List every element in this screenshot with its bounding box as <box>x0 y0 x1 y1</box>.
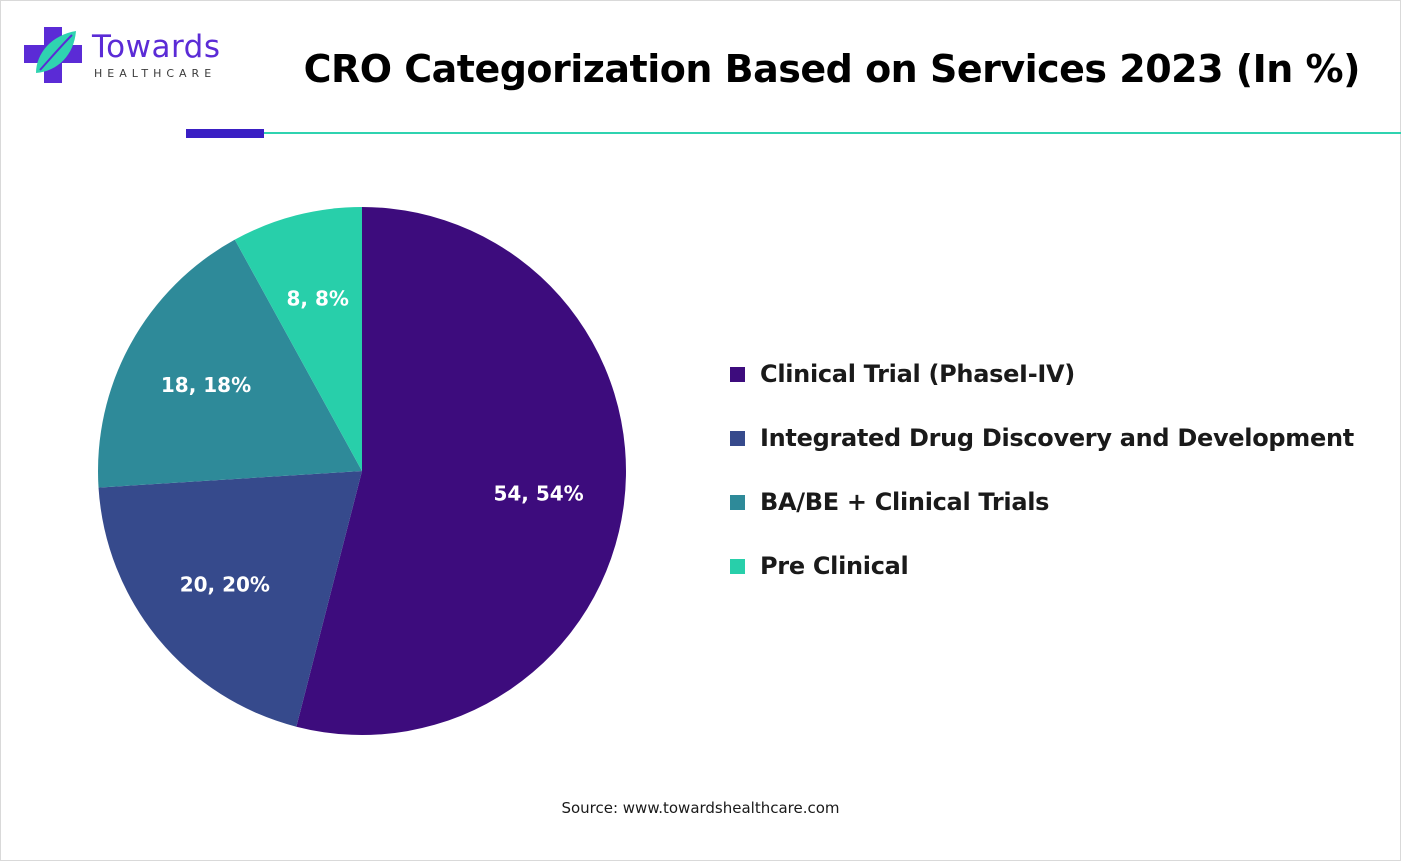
pie-slice-pre-clinical[interactable] <box>234 207 362 471</box>
pie-data-label-pre-clinical: 8, 8% <box>287 287 349 311</box>
chart-legend: Clinical Trial (PhaseI-IV) Integrated Dr… <box>730 355 1354 611</box>
pie-slice-integrated-drug-discovery-and-development[interactable] <box>98 471 363 727</box>
title-accent-bar <box>186 129 264 138</box>
medical-cross-leaf-icon <box>24 27 82 83</box>
pie-data-label-ba-be-clinical-trials: 18, 18% <box>161 373 251 397</box>
legend-swatch-ba-be-clinical-trials <box>730 495 745 510</box>
pie-slice-ba-be-clinical-trials[interactable] <box>97 239 362 488</box>
legend-item-clinical-trial[interactable]: Clinical Trial (PhaseI-IV) <box>730 355 1354 419</box>
pie-slice-clinical-trial-phasei-iv[interactable] <box>296 207 627 735</box>
legend-item-ba-be-clinical-trials[interactable]: BA/BE + Clinical Trials <box>730 483 1354 547</box>
brand-tagline: HEALTHCARE <box>94 67 217 80</box>
legend-label-clinical-trial: Clinical Trial (PhaseI-IV) <box>760 360 1075 388</box>
legend-swatch-pre-clinical <box>730 559 745 574</box>
pie-data-label-integrated-drug-discovery-and-development: 20, 20% <box>180 572 270 596</box>
legend-label-pre-clinical: Pre Clinical <box>760 552 909 580</box>
legend-swatch-integrated-drug-discovery <box>730 431 745 446</box>
legend-item-integrated-drug-discovery[interactable]: Integrated Drug Discovery and Developmen… <box>730 419 1354 483</box>
legend-label-ba-be-clinical-trials: BA/BE + Clinical Trials <box>760 488 1050 516</box>
source-note: Source: www.towardshealthcare.com <box>561 799 840 817</box>
title-divider <box>264 132 1401 134</box>
brand-logo: Towards HEALTHCARE <box>22 25 242 85</box>
legend-label-integrated-drug-discovery: Integrated Drug Discovery and Developmen… <box>760 424 1354 452</box>
legend-swatch-clinical-trial <box>730 367 745 382</box>
chart-title: CRO Categorization Based on Services 202… <box>303 47 1361 91</box>
legend-item-pre-clinical[interactable]: Pre Clinical <box>730 547 1354 611</box>
brand-name: Towards <box>92 29 221 65</box>
pie-data-label-clinical-trial-phasei-iv: 54, 54% <box>493 481 583 505</box>
